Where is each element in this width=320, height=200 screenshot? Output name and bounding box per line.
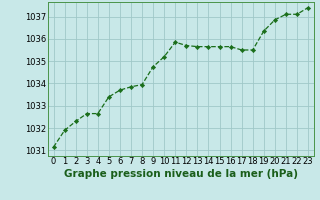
X-axis label: Graphe pression niveau de la mer (hPa): Graphe pression niveau de la mer (hPa): [64, 169, 298, 179]
